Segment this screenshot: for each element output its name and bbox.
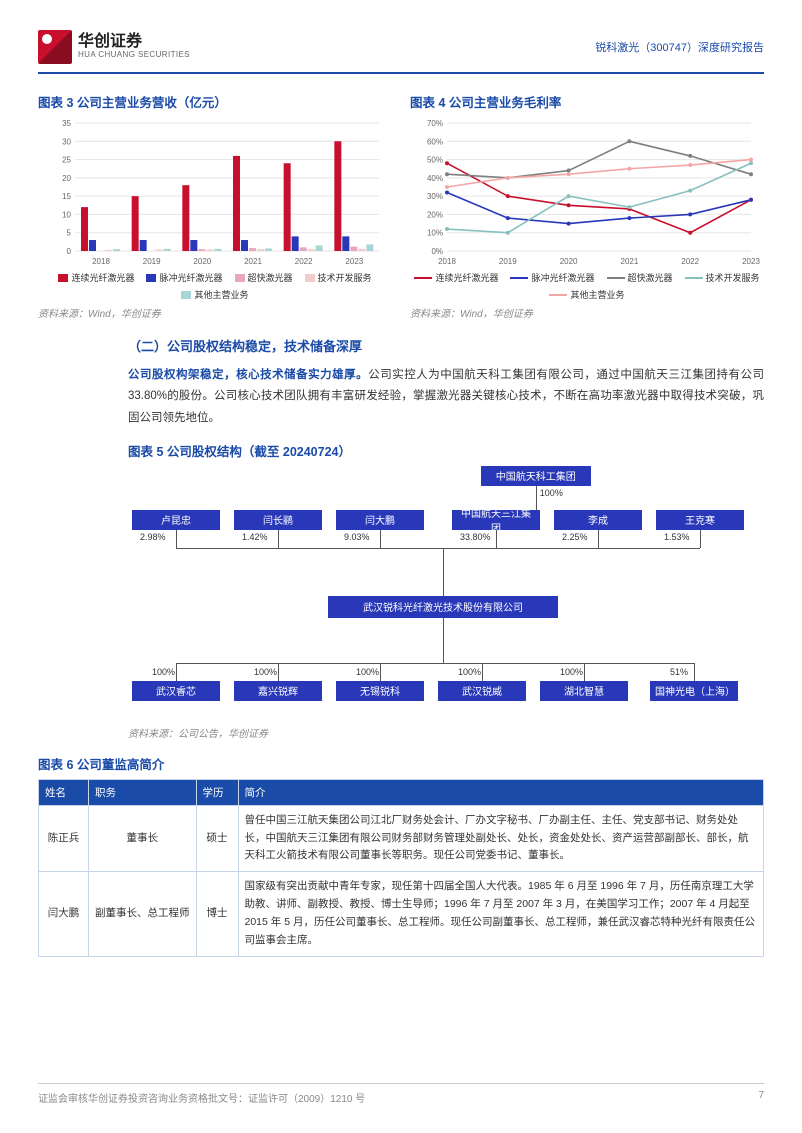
org-pct: 100% [254,667,277,677]
chart6-title: 图表 6 公司董监高简介 [38,754,764,773]
svg-text:2018: 2018 [438,257,456,266]
mgmt-cell: 陈正兵 [39,805,89,872]
svg-text:2020: 2020 [560,257,578,266]
svg-text:50%: 50% [427,156,443,165]
logo: 华创证券 HUA CHUANG SECURITIES [38,30,190,64]
chart4-source: 资料来源：Wind，华创证券 [410,305,764,320]
section2-heading: （二）公司股权结构稳定，技术储备深厚 [128,336,764,355]
chart4-block: 图表 4 公司主营业务毛利率 0% 10% 20% 30% 40% 50% 60% 70% 20… [410,92,764,320]
section2-body: 公司股权构架稳定，核心技术储备实力雄厚。公司实控人为中国航天科工集团有限公司，通… [128,365,764,429]
chart4-legend: 连续光纤激光器脉冲光纤激光器超快激光器技术开发服务其他主营业务 [410,271,764,301]
chart5-source: 资料来源：公司公告，华创证券 [128,725,764,740]
mgmt-cell: 副董事长、总工程师 [89,872,197,956]
chart3-area: 0 5 10 15 20 25 30 35 2018 2019 2020 2021 2022 2023 [38,117,392,267]
chart4-area: 0% 10% 20% 30% 40% 50% 60% 70% 2018 2019 2020 2021 2… [410,117,764,267]
mgmt-cell: 硕士 [196,805,238,872]
mgmt-col: 学历 [196,779,238,805]
org-node: 闫长鹂 [234,510,322,530]
org-node: 嘉兴锐辉 [234,681,322,701]
org-pct: 100% [458,667,481,677]
org-node: 中国航天科工集团 [481,466,591,486]
doc-title: 锐科激光（300747）深度研究报告 [595,39,764,55]
org-chart: 中国航天科工集团 100% 卢昆忠 2.98% 闫长鹂 1.42% 闫大鹏 9.03% 中国航天… [128,466,764,721]
org-node: 闫大鹏 [336,510,424,530]
org-pct: 100% [356,667,379,677]
org-pct: 9.03% [344,532,370,542]
svg-text:2022: 2022 [295,257,313,266]
svg-text:2018: 2018 [92,257,110,266]
mgmt-cell: 闫大鹏 [39,872,89,956]
svg-text:25: 25 [62,156,71,165]
org-node: 国神光电（上海） [650,681,738,701]
section2-lead: 公司股权构架稳定，核心技术储备实力雄厚。 [128,369,368,381]
org-pct: 100% [152,667,175,677]
table-row: 陈正兵董事长硕士曾任中国三江航天集团公司江北厂财务处会计、厂办文字秘书、厂办副主… [39,805,764,872]
svg-text:60%: 60% [427,137,443,146]
svg-text:0%: 0% [431,247,443,256]
chart3-source: 资料来源：Wind，华创证券 [38,305,392,320]
org-node: 无锡锐科 [336,681,424,701]
chart3-block: 图表 3 公司主营业务营收（亿元） 0 5 10 15 20 25 30 35 2018 2019… [38,92,392,320]
chart3-legend: 连续光纤激光器脉冲光纤激光器超快激光器技术开发服务其他主营业务 [38,271,392,301]
svg-text:10%: 10% [427,229,443,238]
svg-text:20: 20 [62,174,71,183]
logo-mark [38,30,72,64]
mgmt-table: 姓名职务学历简介陈正兵董事长硕士曾任中国三江航天集团公司江北厂财务处会计、厂办文… [38,779,764,957]
org-pct: 33.80% [460,532,491,542]
svg-text:2022: 2022 [681,257,699,266]
org-pct: 2.25% [562,532,588,542]
chart5-title: 图表 5 公司股权结构（截至 20240724） [128,441,764,460]
footer-left: 证监会审核华创证券投资咨询业务资格批文号：证监许可（2009）1210 号 [38,1090,365,1105]
org-pct: 100% [540,488,563,498]
org-node: 李成 [554,510,642,530]
org-node: 湖北智慧 [540,681,628,701]
org-node: 武汉锐威 [438,681,526,701]
org-pct: 100% [560,667,583,677]
svg-text:2023: 2023 [345,257,363,266]
mgmt-cell: 曾任中国三江航天集团公司江北厂财务处会计、厂办文字秘书、厂办副主任、主任、党支部… [238,805,764,872]
org-pct: 1.42% [242,532,268,542]
org-node: 武汉锐科光纤激光技术股份有限公司 [328,596,558,618]
org-pct: 51% [670,667,688,677]
footer-page: 7 [758,1090,764,1105]
svg-text:40%: 40% [427,174,443,183]
chart4-title: 图表 4 公司主营业务毛利率 [410,92,764,111]
logo-en: HUA CHUANG SECURITIES [78,51,190,59]
mgmt-cell: 国家级有突出贡献中青年专家，现任第十四届全国人大代表。1985 年 6 月至 1… [238,872,764,956]
svg-text:2021: 2021 [621,257,639,266]
table-row: 闫大鹏副董事长、总工程师博士国家级有突出贡献中青年专家，现任第十四届全国人大代表… [39,872,764,956]
mgmt-col: 姓名 [39,779,89,805]
svg-text:70%: 70% [427,119,443,128]
svg-text:35: 35 [62,119,71,128]
org-pct: 2.98% [140,532,166,542]
svg-text:0: 0 [67,247,72,256]
org-node: 中国航天三江集团 [452,510,540,530]
footer: 证监会审核华创证券投资咨询业务资格批文号：证监许可（2009）1210 号 7 [38,1083,764,1105]
svg-text:30: 30 [62,137,71,146]
mgmt-col: 职务 [89,779,197,805]
mgmt-col: 简介 [238,779,764,805]
org-node: 王克寒 [656,510,744,530]
org-node: 武汉睿芯 [132,681,220,701]
svg-text:2021: 2021 [244,257,262,266]
svg-text:5: 5 [67,229,72,238]
mgmt-cell: 董事长 [89,805,197,872]
svg-text:15: 15 [62,192,71,201]
org-node: 卢昆忠 [132,510,220,530]
svg-text:20%: 20% [427,210,443,219]
svg-text:2019: 2019 [499,257,517,266]
svg-text:10: 10 [62,210,71,219]
org-pct: 1.53% [664,532,690,542]
page-header: 华创证券 HUA CHUANG SECURITIES 锐科激光（300747）深… [38,30,764,74]
mgmt-cell: 博士 [196,872,238,956]
svg-text:2019: 2019 [143,257,161,266]
logo-cn: 华创证券 [78,34,190,51]
svg-text:2023: 2023 [742,257,760,266]
chart3-title: 图表 3 公司主营业务营收（亿元） [38,92,392,111]
svg-text:30%: 30% [427,192,443,201]
svg-text:2020: 2020 [193,257,211,266]
